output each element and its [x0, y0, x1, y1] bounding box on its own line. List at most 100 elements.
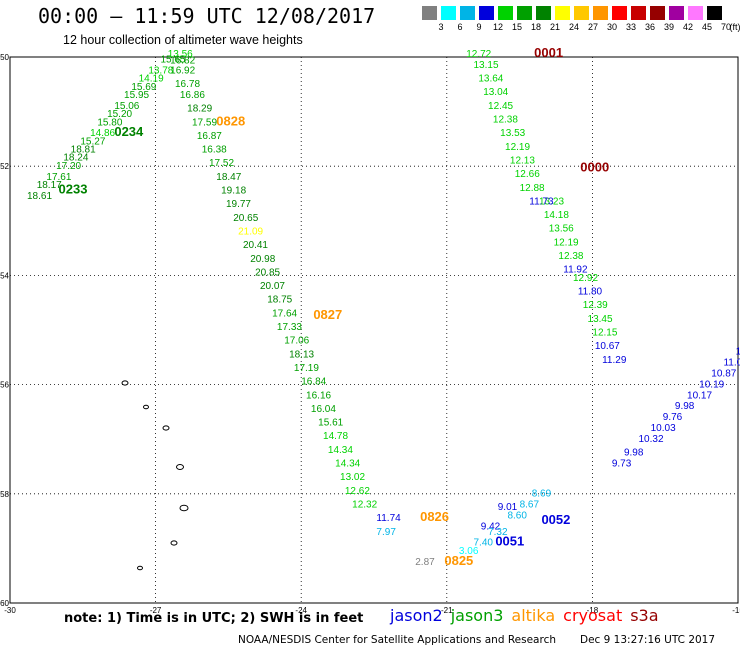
pass-time-label: 0828: [216, 113, 245, 128]
swh-value-label: 15.20: [107, 109, 132, 120]
lat-tick-label: -60: [0, 599, 10, 608]
swh-value-label: 15.61: [318, 418, 343, 429]
swh-value-label: 9.73: [612, 459, 632, 470]
footer-note: note: 1) Time is in UTC; 2) SWH is in fe…: [64, 611, 364, 626]
swh-value-label: 18.61: [27, 191, 52, 202]
swh-value-label: 15.69: [131, 82, 156, 93]
swh-value-label: 15.80: [97, 117, 122, 128]
swh-value-label: 17.52: [209, 158, 234, 169]
swh-value-label: 20.65: [233, 213, 258, 224]
pass-time-label: 0827: [313, 307, 342, 322]
swh-value-label: 13.15: [473, 60, 498, 71]
island-outline: [137, 565, 143, 571]
swh-value-label: 16.87: [197, 131, 222, 142]
scale-swatch: [631, 6, 646, 20]
swh-value-label: 16.16: [306, 390, 331, 401]
island-outline: [170, 540, 178, 546]
scale-label: 12: [492, 22, 503, 32]
lon-tick-label: -30: [4, 606, 16, 615]
swh-value-label: 20.98: [250, 254, 275, 265]
satellite-legend-altika: altika: [511, 606, 556, 625]
swh-value-label: 10.98: [736, 347, 740, 358]
pass-time-label: 0052: [541, 512, 570, 527]
credit-line: NOAA/NESDIS Center for Satellite Applica…: [238, 634, 556, 646]
swh-value-label: 8.67: [520, 499, 540, 510]
swh-value-label: 12.72: [466, 49, 491, 60]
swh-value-label: 20.07: [260, 281, 285, 292]
swh-value-label: 15.65: [160, 54, 185, 65]
swh-value-label: 12.19: [505, 142, 530, 153]
swh-value-label: 16.78: [175, 79, 200, 90]
scale-swatch: [612, 6, 627, 20]
swh-value-label: 18.47: [216, 172, 241, 183]
scale-swatch: [422, 6, 437, 20]
lon-tick-label: -27: [150, 606, 162, 615]
scale-swatch: [574, 6, 589, 20]
swh-value-label: 13.04: [483, 87, 508, 98]
swh-value-label: 10.87: [711, 368, 736, 379]
swh-value-label: 10.67: [595, 341, 620, 352]
swh-value-label: 16.84: [301, 377, 326, 388]
swh-value-label: 16.38: [202, 145, 227, 156]
swh-value-label: 15.06: [114, 101, 139, 112]
swh-value-label: 12.39: [583, 300, 608, 311]
scale-label: 24: [568, 22, 579, 32]
pass-time-label: 0234: [114, 124, 144, 139]
page-title: 00:00 – 11:59 UTC 12/08/2017: [38, 4, 376, 28]
scale-unit: (ft): [729, 22, 740, 32]
page-subtitle: 12 hour collection of altimeter wave hei…: [63, 33, 303, 47]
swh-value-label: 12.32: [352, 499, 377, 510]
scale-label: 30: [606, 22, 617, 32]
scale-label: 15: [511, 22, 522, 32]
swh-value-label: 10.19: [699, 379, 724, 390]
swh-value-label: 14.86: [90, 128, 115, 139]
swh-value-label: 14.18: [544, 210, 569, 221]
swh-value-label: 20.85: [255, 267, 280, 278]
lat-tick-label: -56: [0, 381, 10, 390]
scale-label: 39: [663, 22, 674, 32]
pass-time-label: 0826: [420, 509, 449, 524]
swh-value-label: 15.95: [124, 90, 149, 101]
lon-tick-label: -21: [441, 606, 453, 615]
satellite-legend: jason2 jason3 altika cryosat s3a: [390, 606, 667, 625]
scale-swatch: [688, 6, 703, 20]
swh-value-label: 13.64: [478, 74, 503, 85]
swh-value-label: 14.34: [328, 445, 353, 456]
swh-value-label: 17.20: [56, 161, 81, 172]
swh-value-label: 16.86: [180, 90, 205, 101]
swh-value-label: 18.17: [37, 180, 62, 191]
swh-value-label: 8.69: [532, 489, 552, 500]
scale-swatch: [517, 6, 532, 20]
swh-value-label: 14.78: [323, 431, 348, 442]
swh-value-label: 19.18: [221, 186, 246, 197]
scale-label: 42: [682, 22, 693, 32]
swh-value-label: 17.06: [284, 336, 309, 347]
lat-tick-label: -58: [0, 490, 10, 499]
swh-value-label: 9.76: [663, 412, 683, 423]
scale-swatch: [498, 6, 513, 20]
swh-value-label: 11.74: [376, 513, 401, 524]
swh-value-label: 7.32: [488, 527, 508, 538]
scale-label: 3: [438, 22, 444, 32]
swh-value-label: 17.19: [294, 363, 319, 374]
swh-value-label: 19.77: [226, 199, 251, 210]
swh-value-label: 11.73: [529, 196, 554, 207]
scale-swatch: [669, 6, 684, 20]
scale-swatch: [441, 6, 456, 20]
scale-swatch: [707, 6, 722, 20]
swh-value-label: 13.78: [148, 65, 173, 76]
swh-value-label: 10.32: [639, 434, 664, 445]
swh-value-label: 18.29: [187, 104, 212, 115]
timestamp: Dec 9 13:27:16 UTC 2017: [580, 634, 716, 646]
island-outline: [162, 425, 170, 431]
swh-value-label: 13.02: [340, 472, 365, 483]
lat-tick-label: -52: [0, 162, 10, 171]
swh-value-label: 21.09: [238, 226, 263, 237]
scale-swatch: [555, 6, 570, 20]
swh-value-label: 18.24: [63, 153, 88, 164]
scale-swatch: [536, 6, 551, 20]
lon-tick-label: -24: [295, 606, 307, 615]
swh-value-label: 18.13: [289, 349, 314, 360]
swh-value-label: 18.75: [267, 295, 292, 306]
